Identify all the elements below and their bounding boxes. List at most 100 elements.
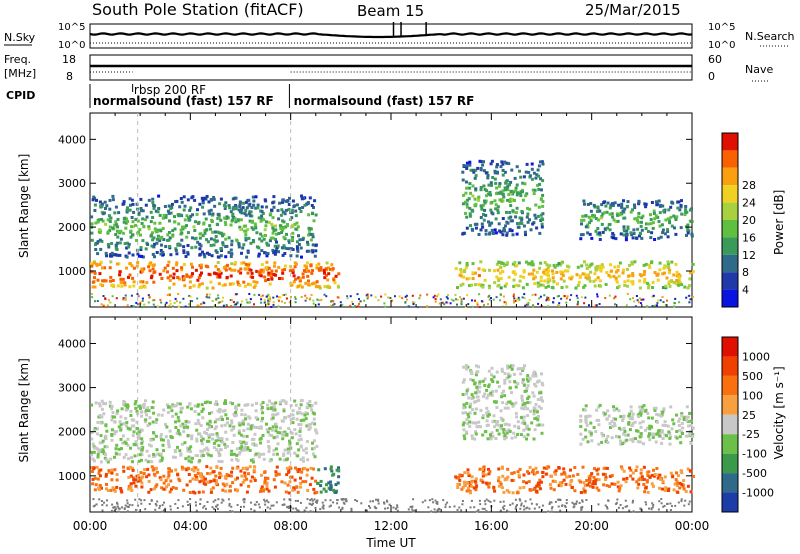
backscatter-cell — [221, 243, 225, 247]
backscatter-cell — [272, 229, 276, 232]
backscatter-cell — [581, 499, 584, 502]
backscatter-cell — [468, 214, 472, 218]
colorbar-swatch — [722, 272, 738, 290]
backscatter-cell — [198, 480, 202, 484]
backscatter-cell — [327, 272, 331, 276]
backscatter-cell — [618, 261, 622, 265]
backscatter-cell — [454, 475, 458, 479]
backscatter-cell — [118, 241, 122, 245]
backscatter-cell — [161, 250, 165, 254]
backscatter-cell — [312, 510, 315, 513]
backscatter-cell — [523, 508, 526, 511]
backscatter-cell — [252, 240, 256, 244]
backscatter-cell — [389, 297, 392, 299]
backscatter-cell — [326, 278, 330, 282]
backscatter-cell — [488, 286, 491, 290]
backscatter-cell — [473, 176, 477, 180]
backscatter-cell — [454, 267, 458, 271]
backscatter-cell — [134, 406, 138, 410]
backscatter-cell — [479, 160, 483, 164]
backscatter-cell — [114, 205, 118, 209]
backscatter-cell — [186, 244, 190, 247]
backscatter-cell — [127, 245, 131, 249]
backscatter-cell — [470, 484, 474, 488]
backscatter-cell — [147, 301, 150, 304]
backscatter-cell — [240, 208, 244, 211]
backscatter-cell — [105, 306, 108, 309]
backscatter-cell — [223, 220, 227, 224]
backscatter-cell — [655, 273, 659, 277]
backscatter-cell — [119, 277, 123, 281]
backscatter-cell — [152, 452, 156, 456]
backscatter-cell — [147, 198, 151, 202]
backscatter-cell — [185, 214, 189, 218]
backscatter-cell — [206, 428, 210, 431]
backscatter-cell — [223, 207, 227, 210]
backscatter-cell — [268, 239, 272, 243]
backscatter-cell — [224, 223, 228, 226]
backscatter-cell — [536, 281, 540, 285]
backscatter-cell — [201, 437, 205, 441]
backscatter-cell — [116, 218, 120, 221]
backscatter-cell — [271, 408, 275, 412]
backscatter-cell — [274, 413, 278, 417]
backscatter-cell — [244, 209, 248, 212]
backscatter-cell — [603, 473, 607, 477]
backscatter-cell — [90, 293, 93, 295]
backscatter-cell — [159, 252, 163, 256]
backscatter-cell — [311, 499, 314, 502]
backscatter-cell — [209, 280, 213, 284]
backscatter-cell — [186, 252, 190, 256]
backscatter-cell — [598, 267, 602, 271]
backscatter-cell — [481, 163, 485, 167]
backscatter-cell — [244, 224, 247, 228]
backscatter-cell — [194, 466, 198, 470]
backscatter-cell — [164, 479, 168, 483]
backscatter-cell — [167, 467, 171, 471]
backscatter-cell — [461, 485, 465, 489]
backscatter-cell — [587, 276, 591, 280]
backscatter-cell — [486, 423, 490, 427]
backscatter-cell — [506, 406, 510, 410]
backscatter-cell — [281, 503, 284, 506]
backscatter-cell — [189, 503, 192, 506]
backscatter-cell — [140, 254, 144, 258]
backscatter-cell — [315, 431, 319, 435]
backscatter-cell — [521, 378, 525, 382]
backscatter-cell — [144, 399, 147, 403]
backscatter-cell — [514, 283, 518, 287]
backscatter-cell — [110, 471, 114, 475]
backscatter-cell — [586, 277, 590, 281]
backscatter-cell — [122, 402, 126, 406]
backscatter-cell — [247, 472, 250, 476]
backscatter-cell — [579, 414, 583, 418]
backscatter-cell — [555, 270, 559, 274]
backscatter-cell — [179, 424, 183, 428]
backscatter-cell — [250, 403, 254, 407]
backscatter-cell — [515, 415, 519, 419]
backscatter-cell — [525, 303, 528, 306]
backscatter-cell — [514, 435, 518, 439]
backscatter-cell — [638, 435, 642, 439]
backscatter-cell — [102, 412, 106, 416]
backscatter-cell — [169, 505, 172, 508]
backscatter-cell — [614, 276, 618, 280]
backscatter-cell — [285, 247, 289, 251]
backscatter-cell — [272, 301, 275, 304]
backscatter-cell — [291, 268, 295, 272]
backscatter-cell — [460, 509, 463, 512]
backscatter-cell — [90, 431, 94, 435]
backscatter-cell — [181, 278, 185, 282]
backscatter-cell — [126, 406, 129, 410]
backscatter-cell — [684, 208, 688, 212]
backscatter-cell — [205, 295, 208, 298]
backscatter-cell — [141, 306, 144, 309]
backscatter-cell — [219, 218, 223, 222]
backscatter-cell — [278, 426, 282, 430]
backscatter-cell — [579, 432, 583, 436]
backscatter-cell — [100, 415, 104, 419]
backscatter-cell — [141, 297, 144, 300]
backscatter-cell — [91, 198, 95, 202]
backscatter-cell — [626, 279, 630, 283]
backscatter-cell — [519, 372, 523, 376]
